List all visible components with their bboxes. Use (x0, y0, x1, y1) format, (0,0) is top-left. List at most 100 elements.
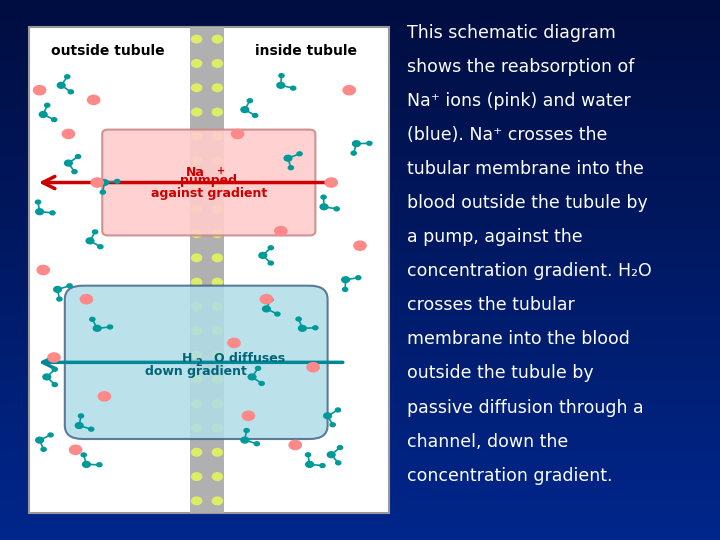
Bar (0, 14, 720, 20)
Bar (0, 345, 720, 351)
Circle shape (212, 497, 222, 504)
Circle shape (274, 226, 287, 235)
Bar (0, 141, 720, 149)
Circle shape (98, 245, 103, 248)
Circle shape (288, 166, 294, 170)
Bar (0, 405, 720, 411)
Bar (0, 74, 720, 81)
Circle shape (69, 445, 82, 455)
Bar (0, 486, 720, 492)
Bar (0, 54, 720, 60)
Circle shape (330, 423, 336, 427)
Circle shape (76, 154, 81, 159)
Circle shape (351, 151, 356, 155)
Bar (0, 68, 720, 74)
Circle shape (34, 85, 46, 94)
Circle shape (72, 170, 77, 173)
Bar (0, 351, 720, 357)
Circle shape (306, 462, 313, 467)
Bar (0, 230, 720, 237)
Bar (0, 20, 720, 27)
Circle shape (57, 297, 62, 301)
Bar (0, 297, 720, 303)
Bar (0, 202, 720, 209)
Circle shape (192, 376, 202, 383)
Circle shape (48, 433, 53, 437)
Bar (0, 459, 720, 465)
Circle shape (343, 287, 348, 292)
Bar (0, 115, 720, 122)
Bar (0, 216, 720, 222)
Circle shape (48, 353, 60, 362)
Circle shape (291, 86, 296, 90)
Circle shape (86, 238, 94, 244)
Text: (blue). Na⁺ crosses the: (blue). Na⁺ crosses the (407, 126, 607, 144)
Circle shape (254, 442, 259, 446)
Circle shape (192, 327, 202, 334)
Circle shape (192, 497, 202, 504)
Circle shape (67, 284, 72, 288)
Bar (0, 291, 720, 297)
Circle shape (36, 437, 43, 443)
Circle shape (212, 302, 222, 310)
Circle shape (212, 254, 222, 261)
Text: against gradient: against gradient (150, 187, 267, 200)
Bar (0, 122, 720, 128)
Circle shape (68, 90, 73, 94)
Circle shape (338, 446, 343, 449)
Text: shows the reabsorption of: shows the reabsorption of (407, 58, 634, 76)
Circle shape (366, 141, 372, 145)
Circle shape (212, 376, 222, 383)
Circle shape (62, 129, 75, 138)
Text: H: H (182, 352, 192, 365)
Bar (0, 108, 720, 115)
Bar (0, 432, 720, 438)
Bar (0, 40, 720, 47)
Circle shape (212, 400, 222, 407)
Circle shape (244, 429, 249, 433)
Circle shape (52, 367, 58, 371)
Text: crosses the tubular: crosses the tubular (407, 296, 575, 314)
Circle shape (268, 298, 273, 301)
Bar (0, 276, 720, 284)
Circle shape (321, 195, 326, 199)
Bar (0, 519, 720, 526)
Bar (0, 148, 720, 156)
Bar (0, 195, 720, 202)
Circle shape (78, 414, 84, 418)
Text: inside tubule: inside tubule (255, 44, 357, 58)
Bar (0, 270, 720, 276)
Circle shape (325, 178, 337, 187)
Bar (0, 33, 720, 40)
Bar (0, 310, 720, 317)
Bar (0, 317, 720, 324)
Circle shape (52, 118, 57, 122)
FancyBboxPatch shape (65, 286, 328, 439)
Circle shape (192, 59, 202, 67)
Circle shape (36, 209, 43, 214)
Bar (0, 364, 720, 372)
Bar (0, 6, 720, 14)
Circle shape (241, 107, 248, 112)
Bar (0, 446, 720, 453)
Circle shape (192, 351, 202, 359)
Circle shape (259, 253, 266, 258)
Circle shape (275, 312, 280, 316)
Circle shape (192, 132, 202, 140)
Circle shape (307, 363, 320, 372)
Circle shape (96, 463, 102, 467)
Bar (0, 27, 720, 33)
Circle shape (212, 35, 222, 43)
Bar (0, 426, 720, 432)
Circle shape (336, 408, 341, 412)
Bar (0, 249, 720, 256)
Circle shape (253, 113, 258, 117)
Text: blood outside the tubule by: blood outside the tubule by (407, 194, 647, 212)
Text: pumped: pumped (180, 174, 238, 187)
Circle shape (259, 381, 264, 386)
Circle shape (40, 112, 47, 117)
Circle shape (263, 306, 270, 312)
Bar (0, 135, 720, 141)
Circle shape (334, 207, 339, 211)
Circle shape (192, 254, 202, 261)
